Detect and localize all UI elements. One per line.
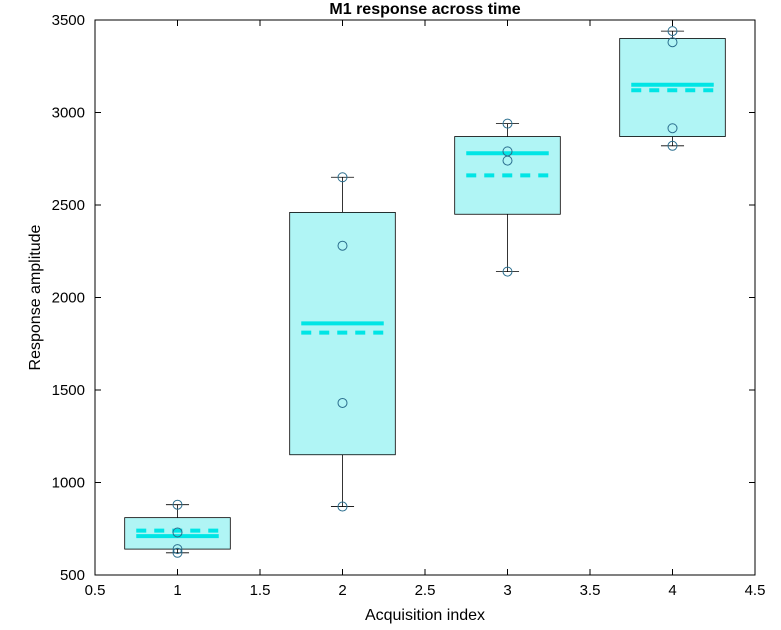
- chart-container: 0.5 1 1.5 2 2.5 3 3.5 4 4.5 500 1000 1500 2000 2500 30…: [0, 0, 781, 630]
- x-tick-label: 2: [338, 582, 346, 599]
- x-tick-label: 3: [503, 582, 511, 599]
- x-tick-label: 3.5: [580, 582, 601, 599]
- chart-title: M1 response across time: [329, 1, 520, 18]
- x-axis-label: Acquisition index: [365, 607, 485, 624]
- y-tick-label: 3000: [52, 105, 85, 122]
- y-tick-label: 500: [60, 567, 85, 584]
- x-tick-label: 0.5: [85, 582, 106, 599]
- y-tick-label: 2000: [52, 290, 85, 307]
- y-tick-label: 3500: [52, 12, 85, 29]
- boxplot-chart: 0.5 1 1.5 2 2.5 3 3.5 4 4.5 500 1000 1500 2000 2500 30…: [0, 0, 781, 630]
- x-tick-label: 4.5: [745, 582, 766, 599]
- y-axis-label: Response amplitude: [27, 224, 44, 370]
- x-tick-label: 1: [173, 582, 181, 599]
- x-tick-label: 1.5: [250, 582, 271, 599]
- y-tick-label: 2500: [52, 197, 85, 214]
- box: [620, 39, 726, 137]
- y-tick-label: 1500: [52, 382, 85, 399]
- x-tick-label: 4: [668, 582, 676, 599]
- x-tick-label: 2.5: [415, 582, 436, 599]
- y-tick-label: 1000: [52, 475, 85, 492]
